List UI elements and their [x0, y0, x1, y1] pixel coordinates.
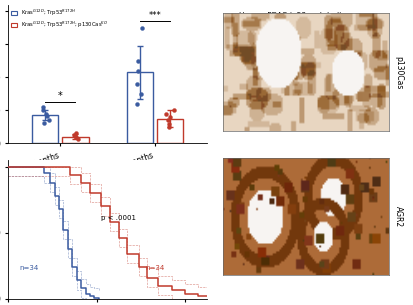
Legend: Kras$^{G12D}$; Trp53$^{R172H}$, Kras$^{G12D}$; Trp53$^{R172H}$; p130Cas$^{KO}$: Kras$^{G12D}$; Trp53$^{R172H}$, Kras$^{G…	[11, 7, 108, 31]
Bar	[32, 115, 58, 143]
Text: p130Cas: p130Cas	[393, 56, 402, 89]
Point	[133, 81, 140, 86]
Point	[39, 107, 46, 112]
Point	[41, 120, 47, 125]
Point	[45, 117, 52, 122]
Point	[75, 137, 81, 142]
Text: p < .0001: p < .0001	[101, 214, 135, 221]
Point	[165, 121, 172, 126]
Text: *: *	[58, 91, 62, 101]
Point	[166, 114, 173, 119]
Point	[72, 135, 79, 140]
Point	[43, 113, 50, 118]
Text: n=34: n=34	[19, 265, 38, 271]
Text: n=34: n=34	[145, 265, 164, 271]
Point	[133, 101, 140, 106]
Point	[135, 58, 141, 63]
Point	[71, 133, 78, 138]
Bar	[62, 137, 88, 143]
Bar	[126, 72, 153, 143]
Point	[163, 111, 169, 116]
Point	[170, 108, 176, 113]
Point	[73, 131, 79, 136]
Point	[71, 134, 78, 138]
Point	[134, 68, 141, 73]
Point	[139, 25, 145, 30]
Point	[166, 124, 172, 129]
Text: AGR2: AGR2	[393, 206, 402, 227]
Point	[164, 118, 171, 123]
Bar	[157, 119, 183, 143]
Point	[137, 92, 144, 96]
Text: ***: ***	[148, 12, 161, 20]
Text: Human PDAC (p53 mutated): Human PDAC (p53 mutated)	[238, 12, 341, 18]
Point	[39, 104, 46, 109]
Point	[43, 111, 49, 116]
